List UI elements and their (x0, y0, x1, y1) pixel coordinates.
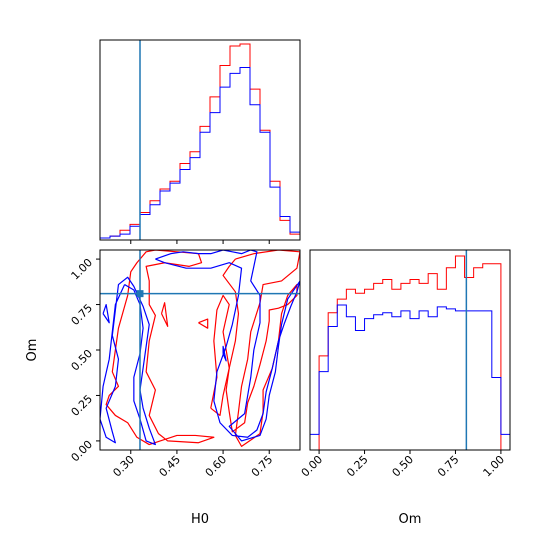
om-tick-label: 0.75 (435, 453, 462, 480)
om-tick-label: 0.25 (344, 453, 371, 480)
contour-red (160, 302, 169, 327)
contour-blue (222, 345, 227, 362)
om-y-tick-label: 0.50 (69, 347, 96, 374)
om-tick-label: 0.00 (299, 453, 326, 480)
om-y-tick-label: 0.25 (69, 392, 96, 419)
om-histogram-panel: 0.00 0.25 0.50 0.75 1.00 (299, 249, 511, 480)
h0-tick-label: 0.60 (203, 453, 230, 480)
om-tick-label: 1.00 (481, 453, 508, 480)
h0-tick-label: 0.75 (249, 453, 276, 480)
h0-histogram-panel (99, 39, 301, 244)
contour-frame (99, 249, 301, 451)
h0-tick-label: 0.30 (110, 453, 137, 480)
om-y-tick-label: 1.00 (69, 256, 96, 283)
om-tick-label: 0.50 (390, 453, 417, 480)
om-hist-series-blue (309, 304, 511, 450)
contour-blue (155, 250, 300, 442)
om-x-axis-label: Om (399, 512, 422, 527)
om-y-tick-label: 0.75 (69, 301, 96, 328)
h0-x-axis-label: H0 (191, 512, 209, 527)
contour-red (198, 318, 209, 329)
h0-om-contour-panel: 0.30 0.45 0.60 0.75 0.00 0.25 0.50 0.75 1.00 (69, 249, 301, 480)
om-hist-series-red (310, 255, 510, 451)
contour-red (105, 250, 215, 446)
contour-lines (100, 250, 300, 447)
om-y-tick-label: 0.00 (69, 438, 96, 465)
h0-hist-series-blue (99, 67, 301, 240)
contour-red (210, 294, 230, 417)
om-histogram-frame (309, 249, 511, 451)
h0-histogram-frame (99, 39, 301, 241)
truth-marker (136, 290, 144, 298)
contour-blue (102, 303, 110, 324)
om-y-axis-label: Om (25, 339, 40, 362)
h0-tick-label: 0.45 (157, 453, 184, 480)
